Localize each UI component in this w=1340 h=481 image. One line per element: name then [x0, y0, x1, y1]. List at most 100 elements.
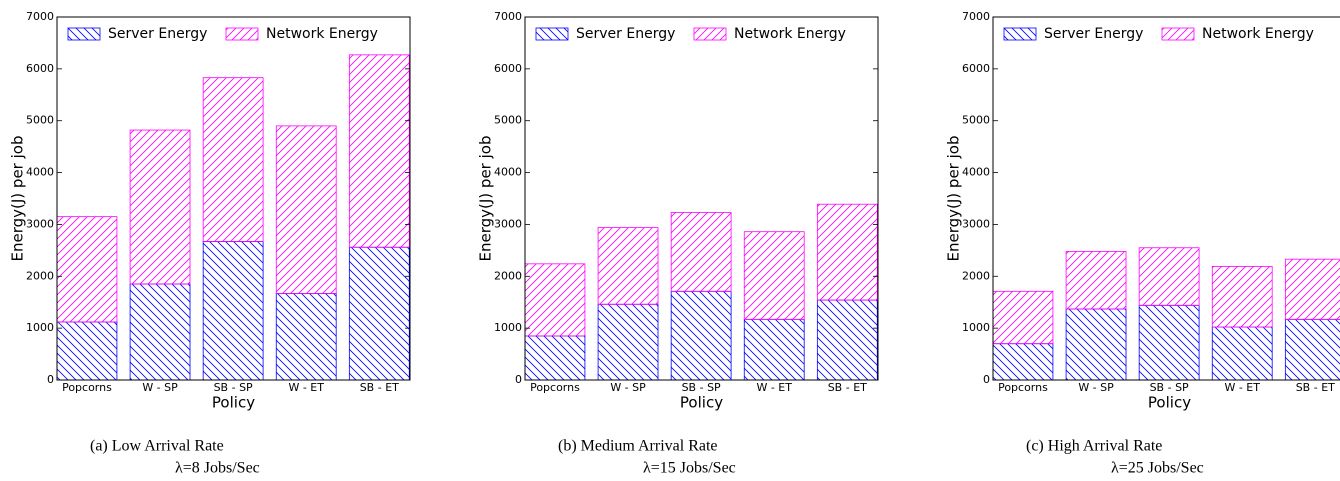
bar-segment [1284, 318, 1340, 381]
x-tick-label: W - SP [142, 381, 178, 394]
subplot: Popcorns W - SP SB - SP W - ET SB - ET 0 1000 2… [477, 10, 879, 477]
legend-label: Network Energy [734, 26, 846, 42]
bar-segment [1065, 250, 1127, 310]
bar-segment [1211, 326, 1273, 381]
y-tick-label: 1000 [494, 321, 522, 334]
y-tick-label: 4000 [26, 166, 54, 179]
legend-swatch [693, 27, 727, 41]
bar-segment [129, 283, 191, 381]
legend-swatch [1161, 27, 1195, 41]
y-tick-label: 3000 [26, 217, 54, 230]
y-tick-label: 6000 [494, 62, 522, 75]
bar-segment [743, 318, 805, 381]
legend-swatch [225, 27, 259, 41]
caption: (a) Low Arrival Rate [90, 438, 224, 455]
bar-segment [275, 125, 337, 294]
x-tick-label: SB - SP [1150, 381, 1189, 394]
caption: λ=25 Jobs/Sec [1111, 460, 1204, 477]
bar-segment [348, 246, 410, 381]
y-tick-label: 0 [983, 373, 990, 386]
y-tick-label: 4000 [962, 166, 990, 179]
caption: λ=15 Jobs/Sec [643, 460, 736, 477]
bar-segment [202, 77, 264, 242]
x-tick-label: SB - SP [682, 381, 721, 394]
x-tick-label: W - ET [1224, 381, 1260, 394]
bar-segment [129, 129, 191, 285]
y-axis-label: Energy(J) per job [945, 136, 963, 262]
x-tick-label: W - ET [288, 381, 324, 394]
bar-segment [670, 212, 732, 292]
x-tick-label: SB - ET [1296, 381, 1335, 394]
x-tick-label: SB - ET [360, 381, 399, 394]
caption: (c) High Arrival Rate [1026, 438, 1162, 455]
y-tick-label: 6000 [26, 62, 54, 75]
caption: λ=8 Jobs/Sec [175, 460, 260, 477]
bar-segment [1284, 258, 1340, 320]
y-axis-label: Energy(J) per job [9, 136, 27, 262]
plot-frame [992, 16, 1340, 381]
bar-segment [816, 299, 878, 381]
bar-segment [56, 216, 118, 323]
legend-swatch [67, 27, 101, 41]
bar-segment [1211, 266, 1273, 328]
legend-swatch [535, 27, 569, 41]
x-tick-label: SB - SP [214, 381, 253, 394]
subplot: Popcorns W - SP SB - SP W - ET SB - ET 0 1000 2… [9, 10, 411, 477]
plot-frame [524, 16, 879, 381]
bar-segment [743, 231, 805, 320]
y-tick-label: 7000 [494, 10, 522, 23]
x-tick-label: W - SP [1078, 381, 1114, 394]
legend-label: Server Energy [576, 26, 675, 42]
legend-label: Server Energy [108, 26, 207, 42]
y-tick-label: 7000 [26, 10, 54, 23]
y-tick-label: 7000 [962, 10, 990, 23]
bar-segment [56, 321, 118, 381]
x-axis-label: Policy [212, 394, 255, 412]
y-tick-label: 0 [515, 373, 522, 386]
bar-segment [992, 343, 1054, 381]
bar-segment [597, 227, 659, 305]
x-axis-label: Policy [680, 394, 723, 412]
x-axis-label: Policy [1148, 394, 1191, 412]
bar-segment [202, 241, 264, 381]
y-tick-label: 4000 [494, 166, 522, 179]
plot-frame [56, 16, 411, 381]
y-tick-label: 2000 [962, 269, 990, 282]
bar-segment [816, 203, 878, 301]
y-tick-label: 3000 [962, 217, 990, 230]
y-tick-label: 3000 [494, 217, 522, 230]
y-axis-label: Energy(J) per job [477, 136, 495, 262]
legend-swatch [1003, 27, 1037, 41]
y-tick-label: 1000 [26, 321, 54, 334]
legend-label: Network Energy [266, 26, 378, 42]
y-tick-label: 2000 [26, 269, 54, 282]
bar-segment [1065, 308, 1127, 381]
x-tick-label: Popcorns [530, 381, 580, 394]
bar-segment [1138, 304, 1200, 381]
subplot: Popcorns W - SP SB - SP W - ET SB - ET 0 1000 2… [945, 10, 1340, 477]
caption: (b) Medium Arrival Rate [558, 438, 718, 455]
y-tick-label: 0 [47, 373, 54, 386]
legend-label: Server Energy [1044, 26, 1143, 42]
x-tick-label: W - SP [610, 381, 646, 394]
y-tick-label: 2000 [494, 269, 522, 282]
bar-segment [597, 303, 659, 381]
bar-segment [348, 54, 410, 248]
bar-segment [992, 290, 1054, 345]
x-tick-label: Popcorns [62, 381, 112, 394]
y-tick-label: 6000 [962, 62, 990, 75]
y-tick-label: 5000 [26, 114, 54, 127]
y-tick-label: 5000 [962, 114, 990, 127]
bar-segment [524, 263, 586, 337]
y-tick-label: 1000 [962, 321, 990, 334]
bar-segment [670, 290, 732, 381]
x-tick-label: SB - ET [828, 381, 867, 394]
legend-label: Network Energy [1202, 26, 1314, 42]
bar-segment [524, 335, 586, 381]
x-tick-label: W - ET [756, 381, 792, 394]
x-tick-label: Popcorns [998, 381, 1048, 394]
y-tick-label: 5000 [494, 114, 522, 127]
bar-segment [275, 292, 337, 381]
bar-segment [1138, 247, 1200, 306]
